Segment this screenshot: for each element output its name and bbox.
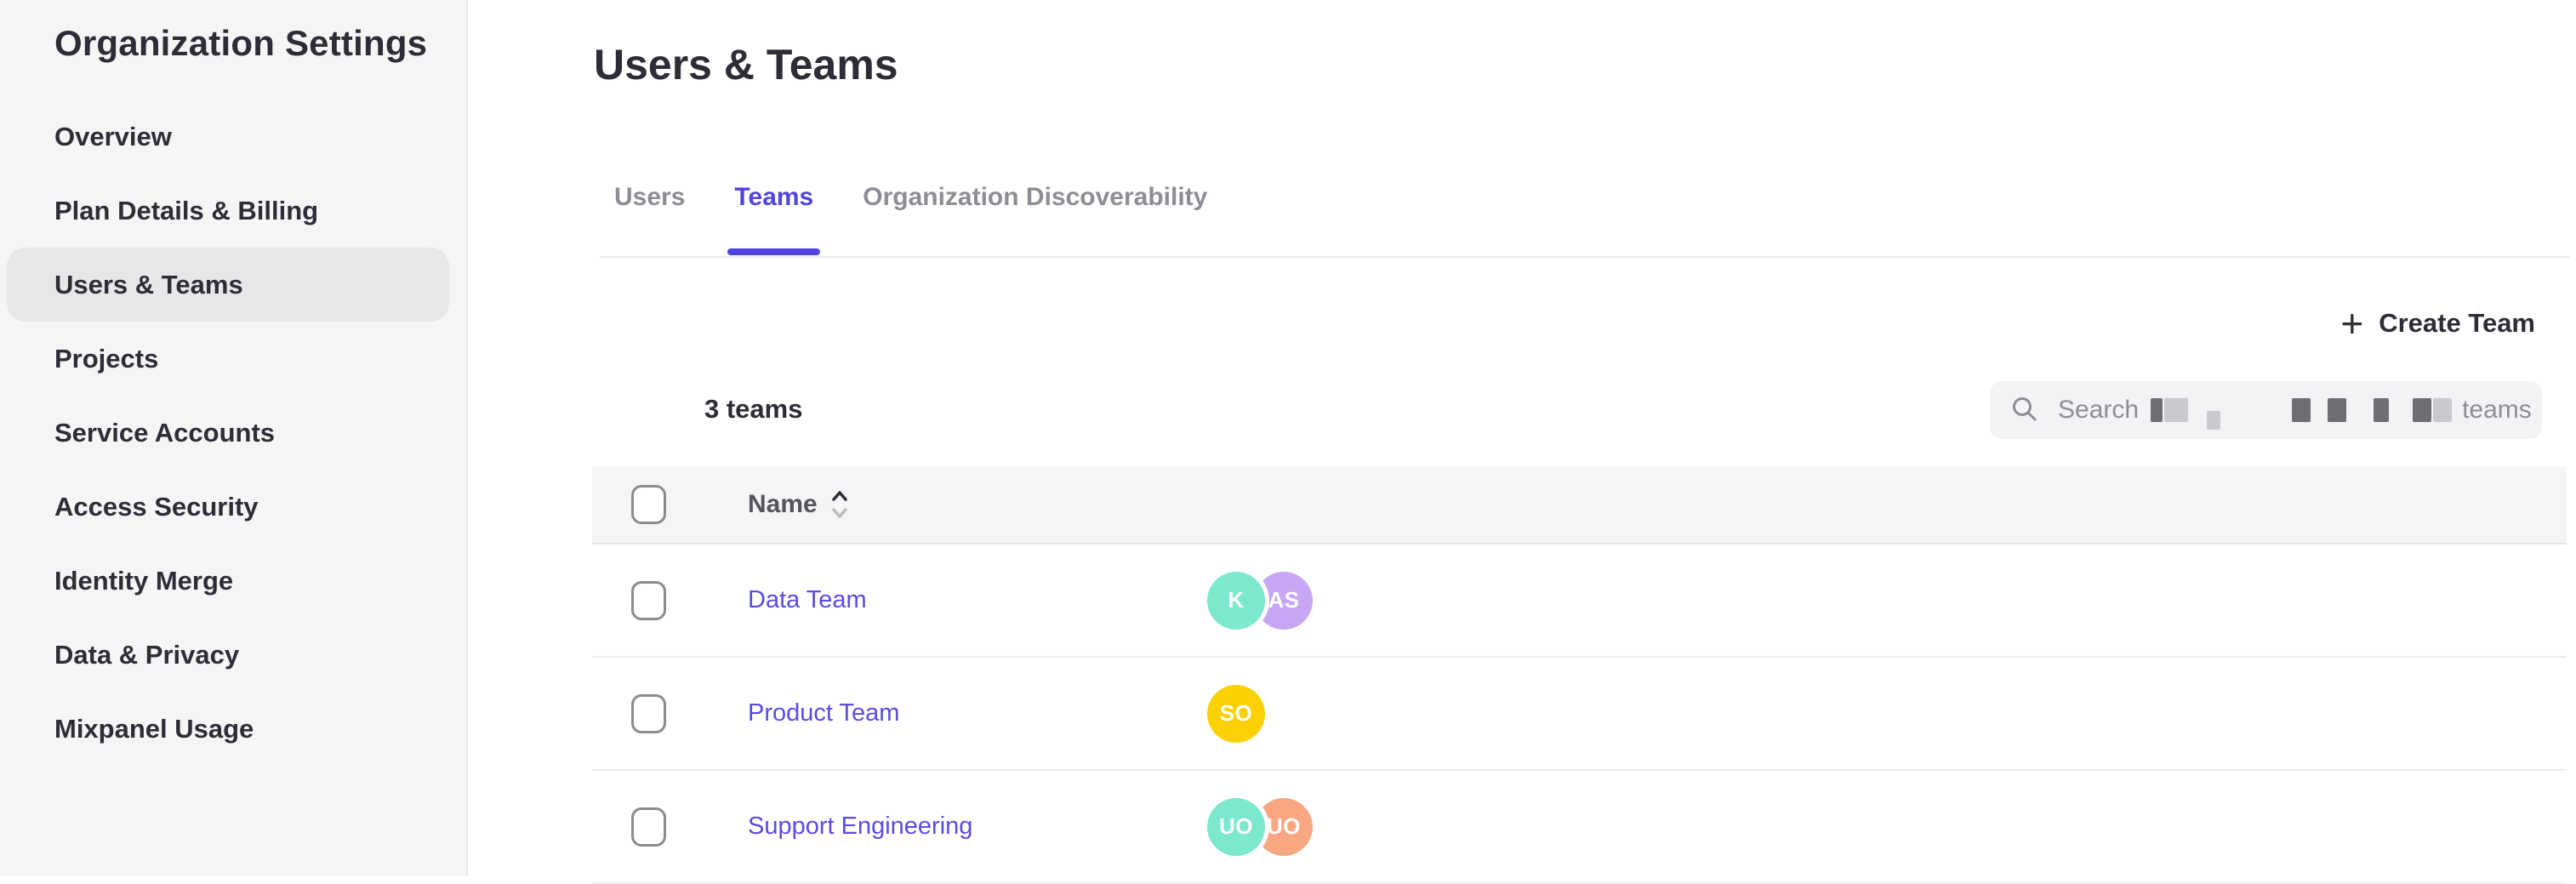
sidebar-nav: Overview Plan Details & Billing Users & … <box>0 100 466 766</box>
active-tab-underline <box>727 248 821 255</box>
sidebar-item-label: Data & Privacy <box>54 639 240 670</box>
redacted-block <box>2374 398 2390 422</box>
team-name-link[interactable]: Data Team <box>748 586 867 613</box>
table-row: Product Team SO <box>592 658 2567 771</box>
table-row: Data Team K AS <box>592 545 2567 658</box>
team-name-link[interactable]: Product Team <box>748 699 900 727</box>
sidebar-title: Organization Settings <box>54 23 428 63</box>
sidebar-item-label: Identity Merge <box>54 565 234 596</box>
search-placeholder-suffix: teams <box>2462 396 2532 424</box>
row-checkbox[interactable] <box>631 580 666 620</box>
main-content: Users & Teams Users Teams Organization D… <box>468 0 2576 884</box>
sidebar-item-label: Access Security <box>54 491 259 522</box>
page-title: Users & Teams <box>594 41 898 88</box>
redacted-block <box>2328 398 2347 422</box>
redacted-block <box>2413 398 2432 422</box>
sidebar-item-label: Overview <box>54 121 172 151</box>
table-row: Support Engineering UO UO <box>592 771 2567 884</box>
sidebar-item-label: Projects <box>54 343 159 374</box>
tab-bar-divider <box>600 256 2569 258</box>
select-all-checkbox[interactable] <box>631 485 666 524</box>
tab-label: Organization Discoverability <box>863 183 1208 211</box>
tab-teams[interactable]: Teams <box>727 182 821 255</box>
tab-label: Teams <box>734 183 814 211</box>
sidebar-item-users-teams[interactable]: Users & Teams <box>7 248 449 322</box>
name-column-label: Name <box>748 490 818 518</box>
sidebar-item-identity-merge[interactable]: Identity Merge <box>0 544 466 618</box>
team-count: 3 teams <box>704 394 803 424</box>
sidebar-item-service-accounts[interactable]: Service Accounts <box>0 396 466 470</box>
sidebar-item-label: Service Accounts <box>54 417 276 448</box>
search-placeholder-prefix: Search <box>2058 396 2140 424</box>
sidebar-item-projects[interactable]: Projects <box>0 322 466 396</box>
plus-icon: + <box>2340 301 2364 345</box>
sidebar-item-label: Users & Teams <box>54 269 243 299</box>
team-members-avatars: UO UO <box>1207 797 1313 856</box>
redacted-block <box>2207 411 2221 430</box>
avatar: K <box>1207 571 1265 630</box>
tab-users[interactable]: Users <box>614 182 685 255</box>
sidebar-item-label: Mixpanel Usage <box>54 713 254 744</box>
tab-label: Users <box>614 183 686 211</box>
team-members-avatars: SO <box>1207 684 1265 743</box>
row-checkbox[interactable] <box>631 807 666 847</box>
sidebar-item-overview[interactable]: Overview <box>0 100 466 174</box>
sidebar-item-plan-details-billing[interactable]: Plan Details & Billing <box>0 174 466 248</box>
search-icon <box>2013 397 2037 421</box>
create-team-label: Create Team <box>2379 308 2535 338</box>
sidebar-item-access-security[interactable]: Access Security <box>0 470 466 544</box>
redacted-block <box>2164 398 2189 422</box>
redacted-block <box>2292 398 2311 422</box>
tab-bar: Users Teams Organization Discoverability <box>614 182 1207 255</box>
redacted-block <box>2433 398 2453 422</box>
avatar: UO <box>1207 797 1265 856</box>
sidebar-item-label: Plan Details & Billing <box>54 195 319 225</box>
sidebar-item-mixpanel-usage[interactable]: Mixpanel Usage <box>0 692 466 766</box>
create-team-button[interactable]: + Create Team <box>2340 303 2535 344</box>
sidebar-item-data-privacy[interactable]: Data & Privacy <box>0 618 466 692</box>
row-checkbox[interactable] <box>631 693 666 733</box>
sort-icon <box>831 491 847 518</box>
search-placeholder: Search teams <box>2058 396 2532 430</box>
name-column-header[interactable]: Name <box>748 489 848 520</box>
teams-table: Name Data Team K AS Product Team SO <box>592 466 2567 884</box>
tab-organization-discoverability[interactable]: Organization Discoverability <box>863 182 1207 255</box>
sidebar: Organization Settings Overview Plan Deta… <box>0 0 468 876</box>
table-header-row: Name <box>592 466 2567 545</box>
search-input[interactable]: Search teams <box>1990 381 2542 439</box>
redacted-block <box>2151 398 2163 422</box>
team-name-link[interactable]: Support Engineering <box>748 813 973 840</box>
team-members-avatars: K AS <box>1207 571 1313 630</box>
avatar: SO <box>1207 684 1265 743</box>
